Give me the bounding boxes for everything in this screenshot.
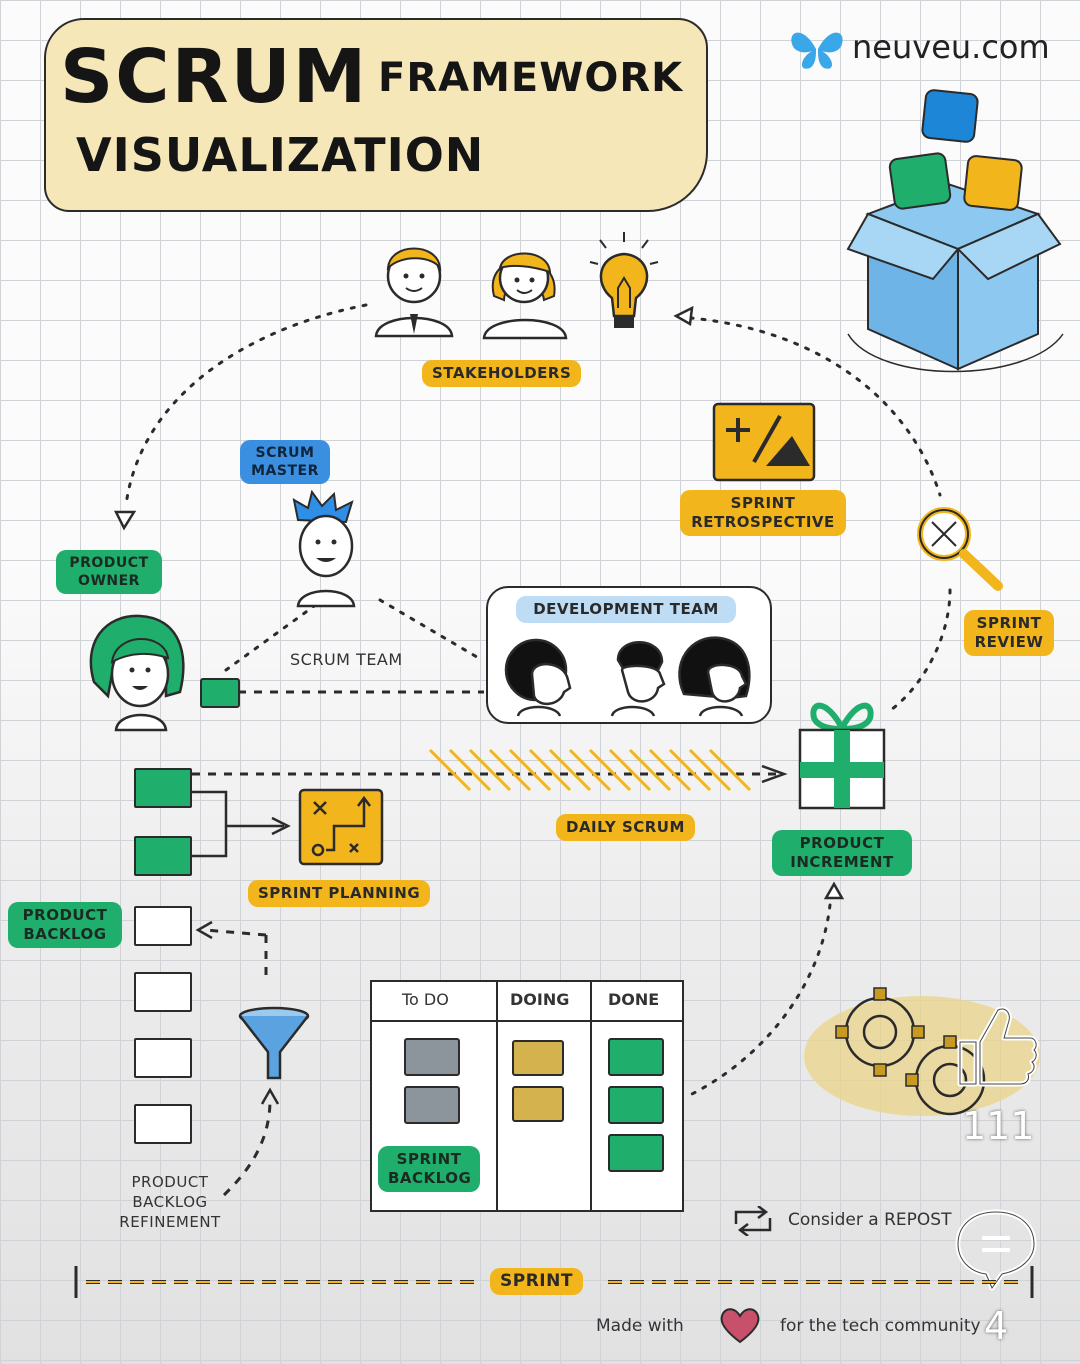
repost-icon xyxy=(734,1206,772,1236)
sprint-timeline xyxy=(74,1266,1034,1298)
like-count: 111 xyxy=(962,1104,1035,1148)
backlog-item-3 xyxy=(134,906,192,946)
community-text: for the tech community xyxy=(780,1316,981,1336)
sprint-review-label: SPRINT REVIEW xyxy=(964,610,1054,656)
like-icon[interactable] xyxy=(950,1002,1040,1092)
comment-count: 4 xyxy=(984,1304,1009,1348)
comment-icon[interactable] xyxy=(952,1206,1040,1292)
scrum-team-label: SCRUM TEAM xyxy=(290,650,403,669)
backlog-item-6 xyxy=(134,1104,192,1144)
sprint-backlog-label: SPRINT BACKLOG xyxy=(378,1146,480,1192)
stakeholders-label: STAKEHOLDERS xyxy=(422,360,582,387)
doing-card xyxy=(512,1086,564,1122)
brand-name: neuveu.com xyxy=(852,28,1050,66)
butterfly-logo-icon xyxy=(791,32,843,69)
scrum-master-label: SCRUM MASTER xyxy=(240,440,330,484)
product-owner-label: PRODUCT OWNER xyxy=(56,550,162,594)
sprint-retrospective-label: SPRINT RETROSPECTIVE xyxy=(680,490,846,536)
product-owner-icon xyxy=(89,614,185,732)
backlog-item-1 xyxy=(134,768,192,808)
magnifier-icon xyxy=(917,507,1003,591)
board-column-todo xyxy=(372,982,498,1210)
scrum-master-icon xyxy=(292,490,356,608)
sprint-backlog-board: To DO DOING DONE xyxy=(370,980,684,1212)
title-banner xyxy=(44,18,708,212)
gift-icon xyxy=(798,702,886,810)
backlog-item-5 xyxy=(134,1038,192,1078)
sprint-label: SPRINT xyxy=(490,1268,583,1295)
developers-icon xyxy=(504,636,751,717)
stakeholders-icon xyxy=(374,232,659,340)
product-box-icon xyxy=(846,89,1064,373)
todo-card xyxy=(404,1038,460,1076)
funnel-icon xyxy=(238,1006,310,1080)
sprint-planning-icon xyxy=(298,788,384,866)
board-column-doing xyxy=(496,982,592,1210)
done-card xyxy=(608,1134,664,1172)
doing-card xyxy=(512,1040,564,1076)
product-increment-label: PRODUCT INCREMENT xyxy=(772,830,912,876)
product-backlog-label: PRODUCT BACKLOG xyxy=(8,902,122,948)
product-backlog-refinement-label: PRODUCT BACKLOG REFINEMENT xyxy=(119,1173,221,1231)
done-card xyxy=(608,1038,664,1076)
backlog-item-4 xyxy=(134,972,192,1012)
repost-text: Consider a REPOST xyxy=(788,1210,952,1230)
board-header-done: DONE xyxy=(608,990,660,1009)
product-owner-card xyxy=(200,678,240,708)
retrospective-icon xyxy=(712,402,816,482)
todo-card xyxy=(404,1086,460,1124)
development-team-label: DEVELOPMENT TEAM xyxy=(516,596,736,623)
heart-icon xyxy=(720,1308,760,1344)
board-header-divider xyxy=(372,1020,682,1022)
backlog-item-2 xyxy=(134,836,192,876)
daily-scrum-label: DAILY SCRUM xyxy=(556,814,695,841)
title-scrum: SCRUM xyxy=(60,34,369,120)
sprint-planning-label: SPRINT PLANNING xyxy=(248,880,431,907)
board-header-todo: To DO xyxy=(402,990,449,1009)
title-framework: FRAMEWORK xyxy=(378,55,684,101)
made-with-text: Made with xyxy=(596,1316,684,1336)
done-card xyxy=(608,1086,664,1124)
title-visualization: VISUALIZATION xyxy=(76,128,485,182)
board-header-doing: DOING xyxy=(510,990,570,1009)
